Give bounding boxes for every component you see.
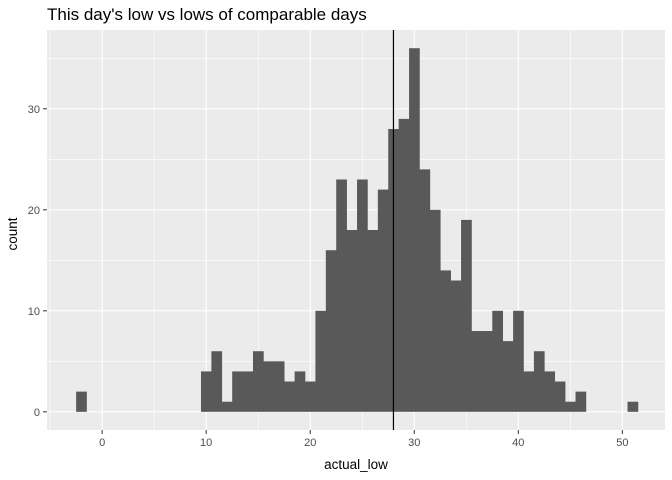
chart-title: This day's low vs lows of comparable day… bbox=[47, 5, 367, 24]
histogram-bar bbox=[523, 371, 535, 412]
histogram-bar bbox=[429, 209, 441, 412]
histogram-bar bbox=[336, 179, 347, 412]
histogram-bar bbox=[565, 401, 576, 412]
histogram-bar bbox=[450, 280, 462, 412]
histogram-bar bbox=[367, 230, 379, 412]
histogram-bar bbox=[627, 401, 639, 412]
x-tick-label: 20 bbox=[304, 437, 316, 449]
histogram-bar bbox=[575, 391, 587, 412]
histogram-bar bbox=[253, 351, 264, 412]
histogram-bar bbox=[200, 371, 212, 412]
x-axis-title: actual_low bbox=[324, 457, 388, 472]
x-tick-label: 40 bbox=[512, 437, 524, 449]
histogram-bar bbox=[294, 371, 306, 412]
grid-minor bbox=[47, 30, 665, 430]
histogram-bar bbox=[513, 310, 524, 412]
histogram-bar bbox=[357, 179, 368, 412]
histogram-bar bbox=[409, 48, 420, 412]
x-tick-label: 50 bbox=[616, 437, 628, 449]
histogram-bar bbox=[273, 361, 285, 412]
histogram-bar bbox=[232, 371, 243, 412]
histogram-bar bbox=[377, 189, 389, 412]
histogram-bar bbox=[346, 230, 358, 412]
x-tick-label: 10 bbox=[200, 437, 212, 449]
histogram-bar bbox=[211, 351, 223, 412]
x-tick-label: 0 bbox=[99, 437, 105, 449]
histogram-bar bbox=[461, 219, 472, 412]
y-tick-label: 10 bbox=[28, 306, 40, 318]
histogram-bar bbox=[544, 371, 556, 412]
histogram-bar bbox=[221, 401, 233, 412]
histogram-bar bbox=[492, 310, 503, 412]
histogram-bar bbox=[242, 371, 254, 412]
y-axis-title: count bbox=[5, 217, 20, 250]
histogram-bar bbox=[554, 381, 566, 412]
histogram-bar bbox=[305, 381, 316, 412]
histogram-bar bbox=[471, 331, 483, 412]
histogram-bar bbox=[315, 310, 327, 412]
histogram-bar bbox=[533, 351, 545, 412]
histogram-bar bbox=[284, 381, 295, 412]
x-tick-label: 30 bbox=[408, 437, 420, 449]
histogram-bar bbox=[481, 331, 493, 412]
y-tick-label: 30 bbox=[28, 104, 40, 116]
histogram-bar bbox=[325, 250, 337, 412]
histogram-bar bbox=[76, 391, 87, 412]
histogram-bar bbox=[419, 169, 431, 412]
histogram-bar bbox=[398, 118, 410, 412]
x-axis: 0 10 20 30 40 50 bbox=[99, 430, 628, 449]
y-tick-label: 20 bbox=[28, 205, 40, 217]
y-axis: 0 10 20 30 bbox=[28, 104, 47, 419]
histogram-bar bbox=[502, 341, 514, 412]
histogram-bar bbox=[263, 361, 275, 412]
y-tick-label: 0 bbox=[34, 407, 40, 419]
histogram-bar bbox=[440, 270, 451, 412]
